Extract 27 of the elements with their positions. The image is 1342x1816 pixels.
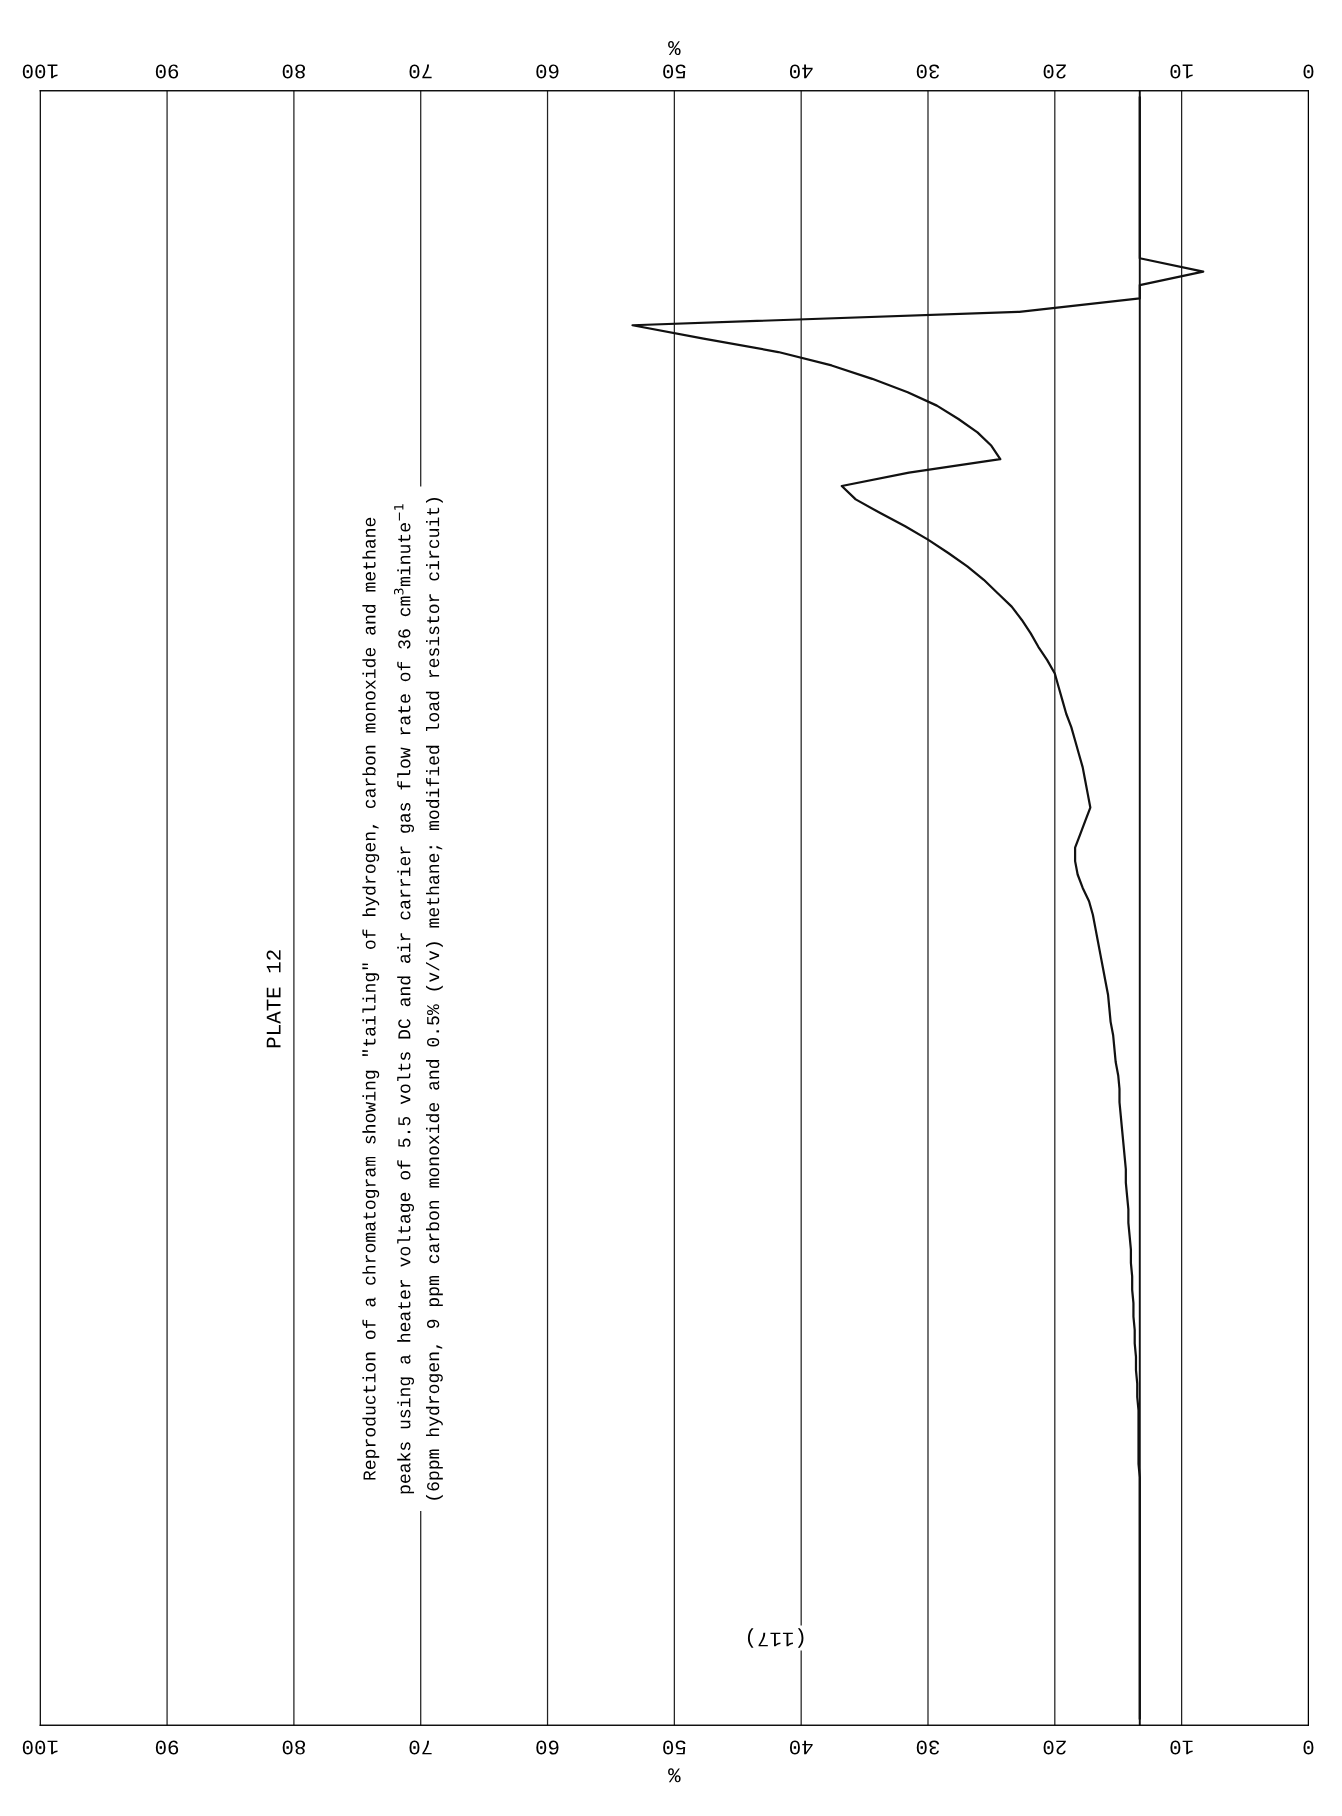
x-tick-label: 80 [282,64,306,79]
x-tick-label: 10 [1170,64,1193,79]
x-axis-title: % [668,41,681,55]
x-tick-label: 60 [536,64,559,79]
x2-axis-title: % [668,1768,681,1783]
x-tick-label: 30 [916,64,940,79]
x2-tick-label: 50 [663,1740,686,1755]
x-tick-label: 50 [663,64,686,79]
x-tick-label: 70 [409,64,432,79]
x2-tick-label: 100 [22,1740,58,1755]
x-tick-label: 100 [22,64,58,79]
x2-tick-label: 80 [282,1740,306,1755]
text: PLATE 12 [266,950,281,1048]
x-tick-label: 40 [789,64,813,79]
x-tick-label: 90 [155,64,179,79]
x2-tick-label: 60 [536,1740,559,1755]
x2-tick-label: 10 [1170,1740,1193,1755]
x2-tick-label: 70 [409,1740,432,1755]
annotation: (117) [747,1628,804,1648]
x2-tick-label: 0 [1303,1740,1314,1755]
x-tick-label: 0 [1303,64,1314,79]
x2-tick-label: 90 [155,1740,179,1755]
x2-tick-label: 20 [1043,1740,1066,1755]
x2-tick-label: 40 [789,1740,813,1755]
text: Reproduction of a chromatogram showing "tailing" of hydrogen, carbon monoxide and methane peaks using a heater voltage of 5.5 volts DC and air carrier gas flow rate of 36 cm$^{3}$minute$^{−1}$ (6ppm hydrogen, 9 ppm carbon monoxide and 0.5% (v/v) methane; modified load resistor circuit) [362,498,443,1500]
x2-tick-label: 30 [916,1740,940,1755]
x-tick-label: 20 [1043,64,1066,79]
